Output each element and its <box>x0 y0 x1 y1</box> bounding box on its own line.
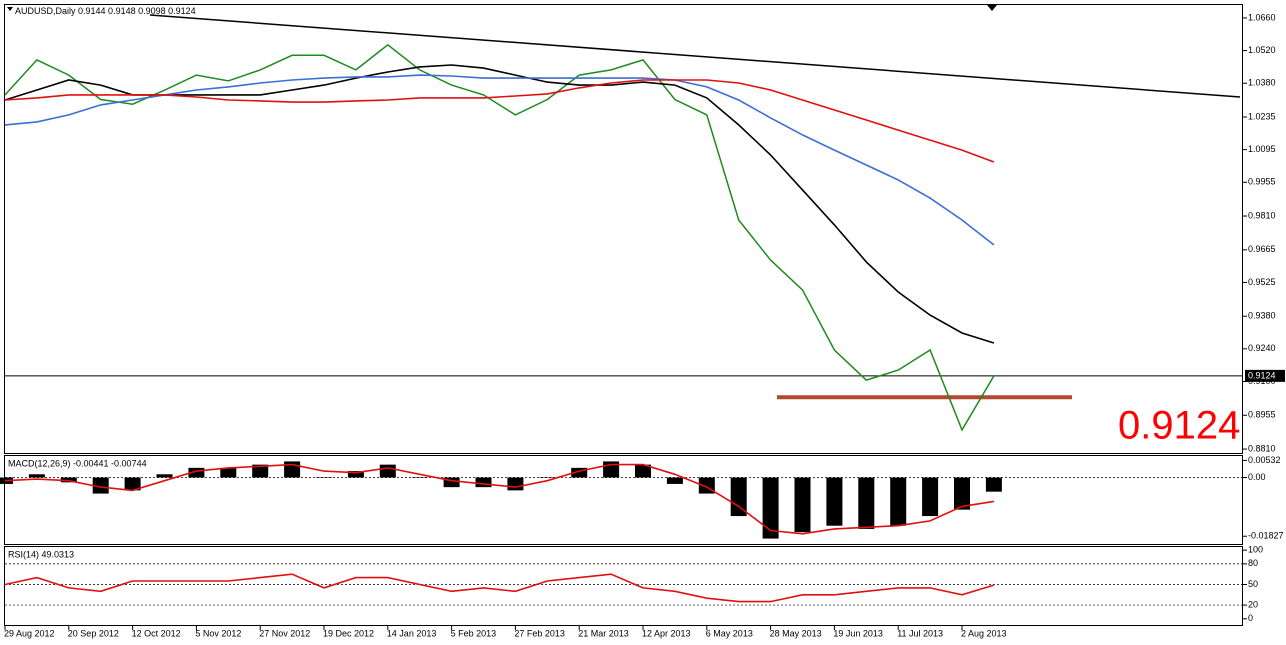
x-tick-label: 28 May 2013 <box>770 628 822 638</box>
histogram-bar <box>954 477 970 510</box>
ohlc: 0.9144 0.9148 0.9098 0.9124 <box>78 6 196 16</box>
histogram-bar <box>890 477 907 526</box>
y-tick-label: 0 <box>1248 613 1253 623</box>
y-tick-label: 0.00532 <box>1248 455 1281 465</box>
histogram-bar <box>539 477 556 478</box>
histogram-bar <box>858 477 875 529</box>
x-tick-label: 27 Feb 2013 <box>514 628 565 638</box>
y-tick-label: 0.9240 <box>1248 343 1276 353</box>
histogram-bar <box>156 474 173 478</box>
histogram-bar <box>571 467 588 478</box>
symbol: AUDUSD,Daily <box>15 6 76 16</box>
x-tick-label: 5 Nov 2012 <box>195 628 241 638</box>
last-price-tag <box>1245 369 1285 382</box>
y-tick-label: 100 <box>1248 544 1263 554</box>
y-tick-label: 0.9380 <box>1248 311 1276 321</box>
histogram-bar <box>252 464 269 478</box>
histogram-bar <box>92 477 109 494</box>
series-line <box>4 43 995 432</box>
x-tick-label: 11 Jul 2013 <box>897 628 943 638</box>
histogram-bar <box>475 477 492 488</box>
macd-panel <box>4 455 1243 545</box>
y-tick-label: 1.0380 <box>1248 78 1276 88</box>
histogram-bar <box>507 477 524 491</box>
y-tick-label: -0.01827 <box>1248 531 1284 541</box>
y-tick-label: 1.0660 <box>1248 12 1276 22</box>
histogram-bar <box>730 477 747 517</box>
histogram-bar <box>922 477 939 517</box>
histogram-bar <box>985 477 1002 492</box>
trendline <box>149 14 1241 98</box>
histogram-bar <box>411 477 428 478</box>
last-price-label: 0.9124 <box>1248 370 1276 380</box>
x-tick-label: 20 Sep 2012 <box>68 628 119 638</box>
histogram-bar <box>220 467 237 478</box>
histogram-bar <box>124 477 141 491</box>
y-tick-label: 0.9955 <box>1248 177 1276 187</box>
price-panel <box>4 4 1243 454</box>
histogram-bar <box>347 471 364 478</box>
histogram-bar <box>666 477 683 484</box>
histogram-bar <box>826 477 843 526</box>
symbol-title: AUDUSD,Daily 0.9144 0.9148 0.9098 0.9124 <box>15 6 196 16</box>
scroll-marker <box>987 5 997 11</box>
price-annotation: 0.9124 <box>1118 404 1240 448</box>
x-tick-label: 5 Feb 2013 <box>451 628 497 638</box>
y-tick-label: 0.8955 <box>1248 410 1276 420</box>
histogram-bar <box>316 477 332 478</box>
histogram-bar <box>188 467 205 478</box>
series-line <box>4 573 995 603</box>
y-tick-label: 20 <box>1248 599 1258 609</box>
series-line <box>4 79 995 163</box>
histogram-bar <box>443 477 460 488</box>
y-tick-label: 1.0520 <box>1248 45 1276 55</box>
histogram-bar <box>762 477 779 539</box>
y-tick-label: 0.9665 <box>1248 244 1276 254</box>
x-tick-label: 27 Nov 2012 <box>259 628 310 638</box>
y-tick-label: 0.9810 <box>1248 210 1276 220</box>
y-tick-label: 0.00 <box>1248 472 1266 482</box>
rsi-panel <box>4 546 1243 626</box>
panel-title: RSI(14) 49.0313 <box>8 549 74 559</box>
x-tick-label: 29 Aug 2012 <box>4 628 55 638</box>
y-tick-label: 1.0095 <box>1248 144 1276 154</box>
panel-title: MACD(12,26,9) -0.00441 -0.00744 <box>8 458 147 468</box>
menu-arrow[interactable] <box>7 7 13 11</box>
x-tick-label: 19 Jun 2013 <box>833 628 883 638</box>
series-line <box>4 74 995 246</box>
y-tick-label: 1.0235 <box>1248 111 1276 121</box>
y-tick-label: 0.9525 <box>1248 277 1276 287</box>
histogram-bar <box>794 477 811 533</box>
y-tick-label: 50 <box>1248 579 1258 589</box>
x-tick-label: 6 May 2013 <box>706 628 753 638</box>
x-tick-label: 2 Aug 2013 <box>961 628 1007 638</box>
series-line <box>4 463 995 535</box>
y-tick-label: 80 <box>1248 558 1258 568</box>
y-tick-label: 0.8810 <box>1248 443 1276 453</box>
histogram-bar <box>379 464 396 478</box>
histogram-bar <box>635 464 651 478</box>
histogram-bar <box>28 474 45 478</box>
x-tick-label: 14 Jan 2013 <box>387 628 437 638</box>
x-tick-label: 19 Dec 2012 <box>323 628 374 638</box>
x-tick-label: 12 Oct 2012 <box>132 628 181 638</box>
x-tick-label: 21 Mar 2013 <box>578 628 629 638</box>
x-tick-label: 12 Apr 2013 <box>642 628 691 638</box>
